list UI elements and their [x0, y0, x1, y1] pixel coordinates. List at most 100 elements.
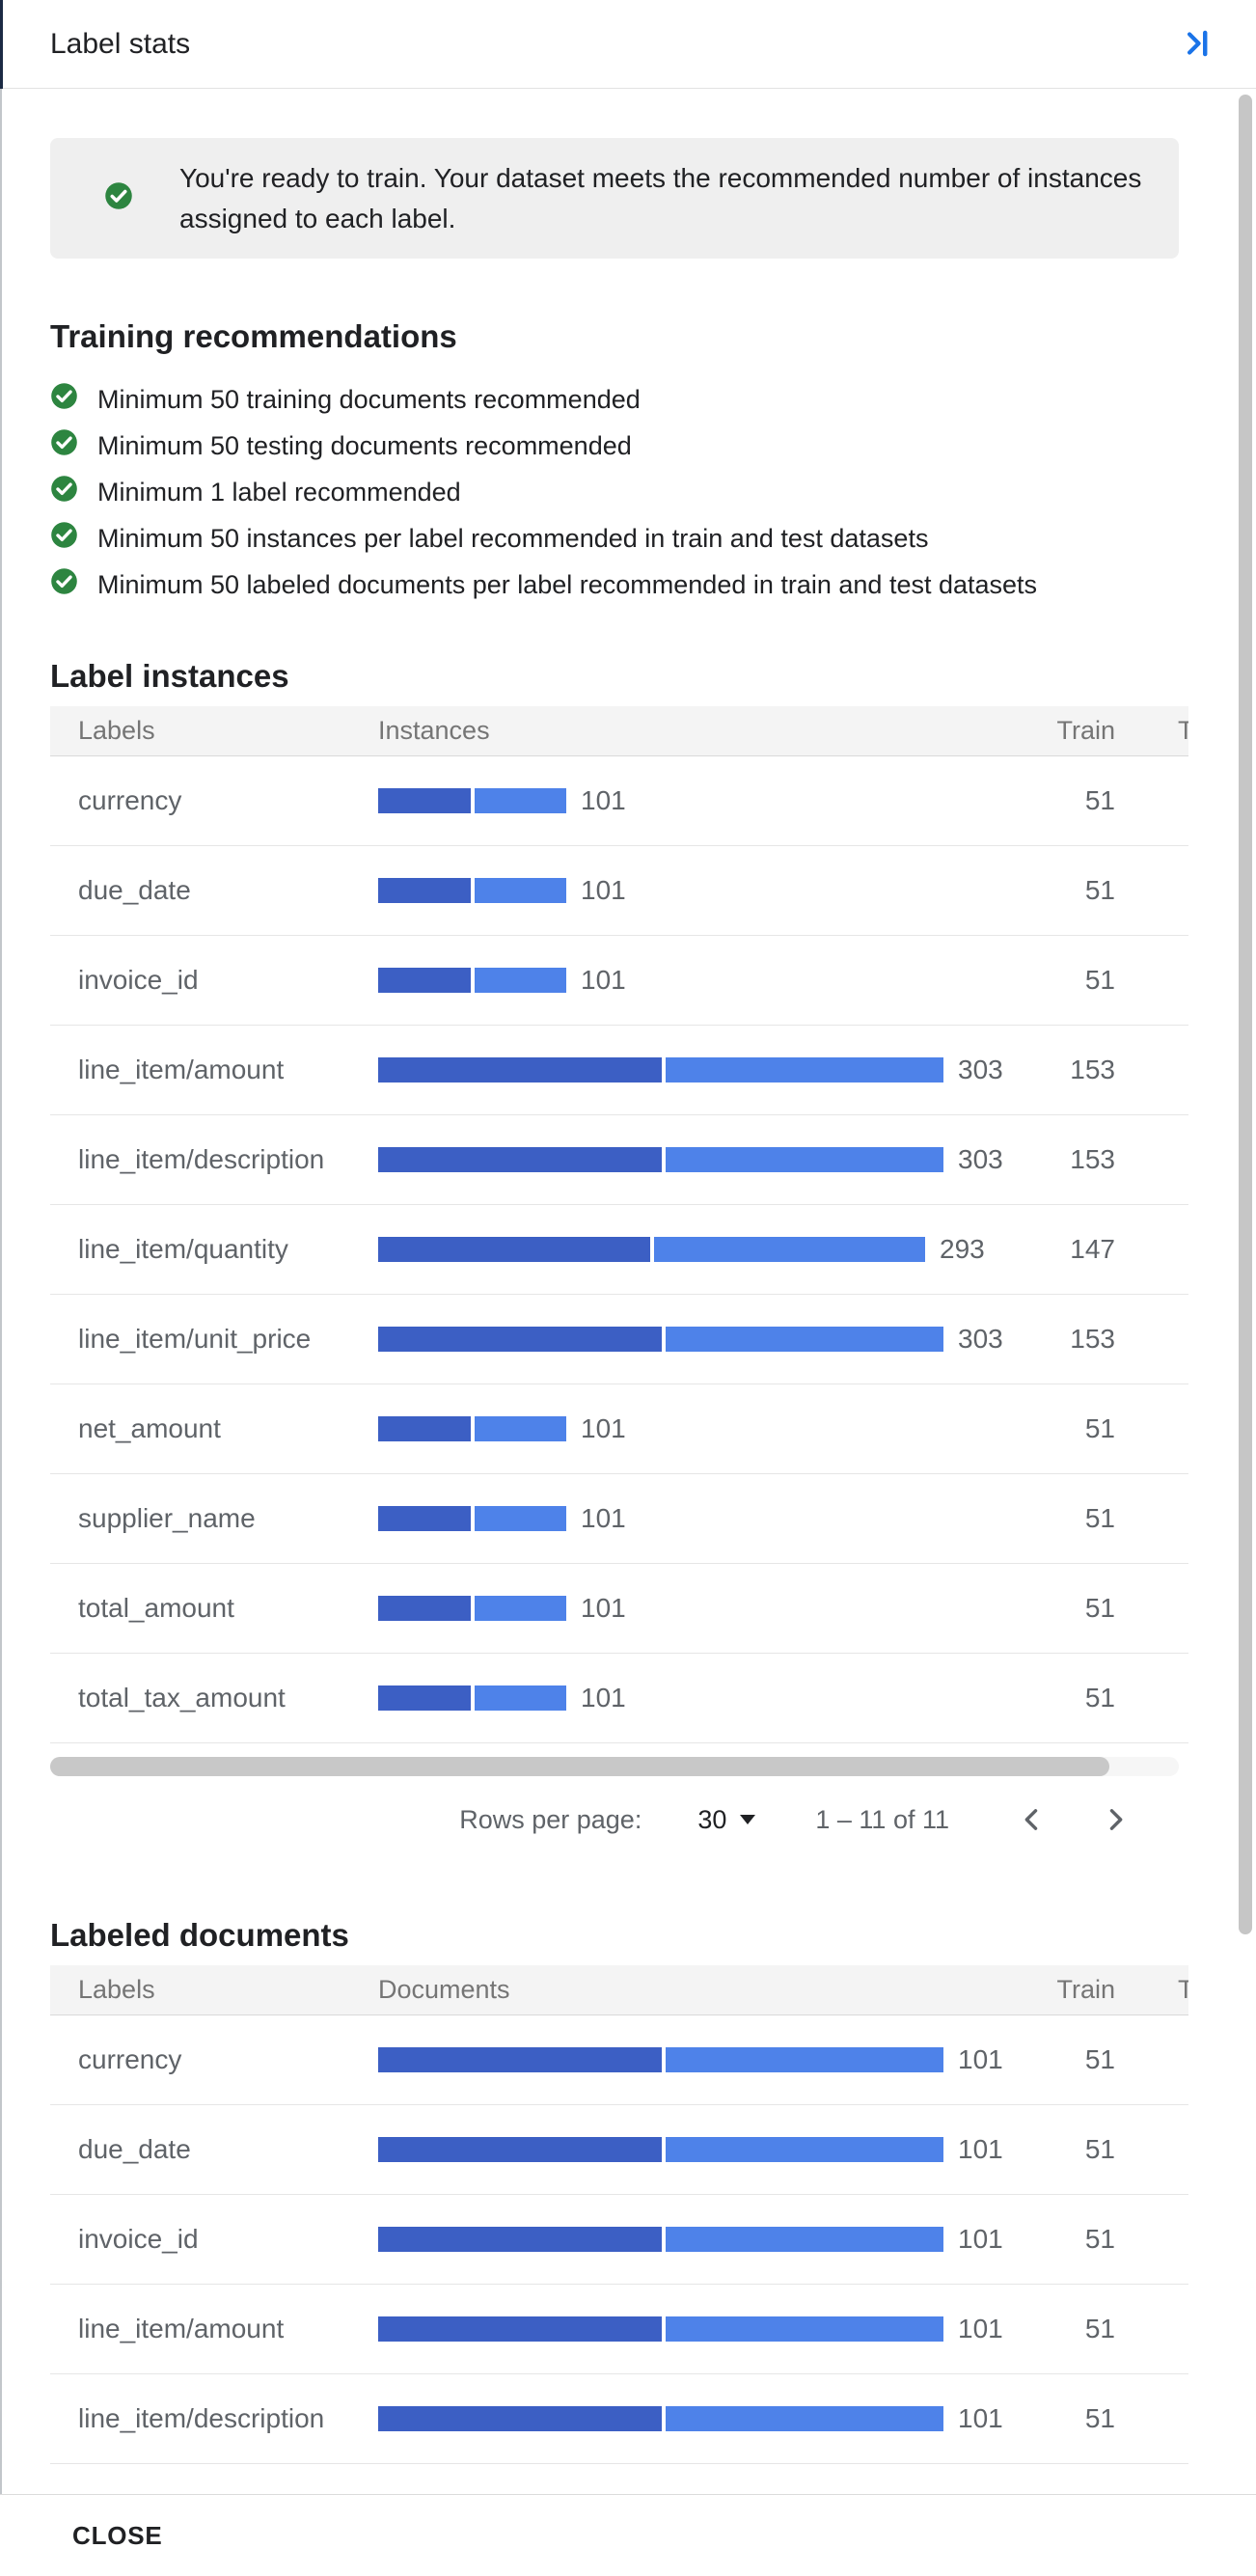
row-label: line_item/quantity: [78, 1234, 288, 1264]
check-circle-icon: [50, 567, 78, 602]
recommendation-text: Minimum 50 instances per label recommend…: [97, 523, 929, 553]
next-page-button[interactable]: [1096, 1800, 1134, 1839]
row-label: line_item/amount: [78, 2314, 285, 2343]
row-train-value: 51: [1084, 2134, 1115, 2164]
banner-message: You're ready to train. Your dataset meet…: [179, 162, 1142, 233]
label-instances-heading: Label instances: [50, 658, 289, 694]
row-label: due_date: [78, 2134, 191, 2164]
recommendation-item: Minimum 50 instances per label recommend…: [50, 515, 1256, 562]
row-total-value: 101: [581, 875, 626, 905]
row-total-value: 101: [581, 1503, 626, 1533]
test-bar-segment: [666, 2316, 943, 2342]
test-bar-segment: [475, 1685, 566, 1711]
pagination-range: 1 – 11 of 11: [815, 1804, 949, 1834]
column-header-labels: Labels: [78, 1975, 155, 2004]
train-bar-segment: [378, 1685, 471, 1711]
row-train-value: 51: [1084, 2224, 1115, 2254]
table-row: line_item/description 303 153: [50, 1115, 1188, 1205]
table-row: line_item/unit_price 303 153: [50, 1295, 1188, 1384]
recommendation-text: Minimum 50 labeled documents per label r…: [97, 569, 1038, 599]
column-header-documents: Documents: [378, 1975, 510, 2004]
horizontal-scrollbar-thumb[interactable]: [50, 1757, 1109, 1776]
row-label: total_amount: [78, 1593, 234, 1623]
row-train-value: 51: [1084, 1503, 1115, 1533]
table-header-row: Labels Documents Train Test: [50, 1965, 1188, 2015]
recommendation-item: Minimum 1 label recommended: [50, 469, 1256, 515]
table-row: line_item/amount 303 153: [50, 1026, 1188, 1115]
test-bar-segment: [666, 2406, 943, 2431]
pagination-bar: Rows per page: 30 1 – 11 of 11: [50, 1776, 1179, 1863]
table-row: invoice_id 101 51: [50, 936, 1188, 1026]
panel-left-edge: [0, 0, 2, 2576]
instance-split-bar: [378, 2047, 943, 2072]
train-bar-segment: [378, 788, 471, 813]
train-bar-segment: [378, 878, 471, 903]
instance-split-bar: [378, 1237, 925, 1262]
table-row: line_item/quantity 293 147: [50, 1205, 1188, 1295]
table-row: total_tax_amount 101 51: [50, 1654, 1188, 1743]
row-train-value: 153: [1070, 1144, 1115, 1174]
vertical-scrollbar-thumb[interactable]: [1239, 95, 1252, 1934]
row-train-value: 51: [1084, 1593, 1115, 1623]
instance-split-bar: [378, 1327, 943, 1352]
test-bar-segment: [475, 788, 566, 813]
collapse-panel-icon[interactable]: [1179, 25, 1215, 62]
test-bar-segment: [666, 2047, 943, 2072]
test-bar-segment: [475, 1596, 566, 1621]
row-train-value: 51: [1084, 785, 1115, 815]
train-bar-segment: [378, 2137, 662, 2162]
horizontal-scrollbar[interactable]: [50, 1757, 1179, 1776]
instance-split-bar: [378, 878, 566, 903]
table-row: currency 101 51: [50, 756, 1188, 846]
train-bar-segment: [378, 2227, 662, 2252]
test-bar-segment: [666, 1327, 943, 1352]
recommendation-text: Minimum 50 training documents recommende…: [97, 384, 641, 414]
test-bar-segment: [654, 1237, 925, 1262]
train-bar-segment: [378, 1057, 662, 1082]
train-bar-segment: [378, 1416, 471, 1441]
previous-page-button[interactable]: [1013, 1800, 1051, 1839]
row-train-value: 51: [1084, 2403, 1115, 2433]
row-train-value: 51: [1084, 2314, 1115, 2343]
table-row: invoice_id 101 51: [50, 2195, 1188, 2285]
row-label: line_item/amount: [78, 1055, 285, 1084]
row-label: currency: [78, 2044, 182, 2074]
row-total-value: 293: [940, 1234, 985, 1264]
row-total-value: 101: [581, 965, 626, 995]
close-button[interactable]: CLOSE: [72, 2520, 163, 2550]
row-total-value: 101: [958, 2044, 1003, 2074]
row-total-value: 101: [581, 1413, 626, 1443]
instance-split-bar: [378, 1506, 566, 1531]
panel-scroll-area[interactable]: You're ready to train. Your dataset meet…: [0, 90, 1256, 2494]
rows-per-page-select[interactable]: 30: [697, 1804, 756, 1835]
instance-split-bar: [378, 1685, 566, 1711]
column-header-test: Test: [1178, 716, 1188, 745]
row-label: line_item/description: [78, 2403, 325, 2433]
column-header-train: Train: [1056, 716, 1115, 745]
row-total-value: 303: [958, 1324, 1003, 1354]
train-bar-segment: [378, 968, 471, 993]
labeled-documents-table: Labels Documents Train Test currency 101 5…: [50, 1965, 1188, 2464]
instance-split-bar: [378, 968, 566, 993]
table-row: currency 101 51: [50, 2015, 1188, 2105]
instance-split-bar: [378, 1596, 566, 1621]
test-bar-segment: [475, 878, 566, 903]
training-recommendations-heading: Training recommendations: [50, 318, 457, 354]
table-header-row: Labels Instances Train Test: [50, 706, 1188, 756]
train-bar-segment: [378, 1327, 662, 1352]
train-bar-segment: [378, 2406, 662, 2431]
rows-per-page-label: Rows per page:: [459, 1804, 642, 1834]
row-train-value: 51: [1084, 2044, 1115, 2074]
row-total-value: 101: [581, 1593, 626, 1623]
test-bar-segment: [475, 1416, 566, 1441]
recommendation-text: Minimum 1 label recommended: [97, 477, 461, 507]
table-row: line_item/description 101 51: [50, 2374, 1188, 2464]
row-total-value: 101: [958, 2134, 1003, 2164]
rows-per-page-value: 30: [697, 1804, 727, 1834]
row-label: invoice_id: [78, 965, 199, 995]
instance-split-bar: [378, 788, 566, 813]
instance-split-bar: [378, 2406, 943, 2431]
check-circle-icon: [50, 382, 78, 417]
table-row: supplier_name 101 51: [50, 1474, 1188, 1564]
row-label: currency: [78, 785, 182, 815]
